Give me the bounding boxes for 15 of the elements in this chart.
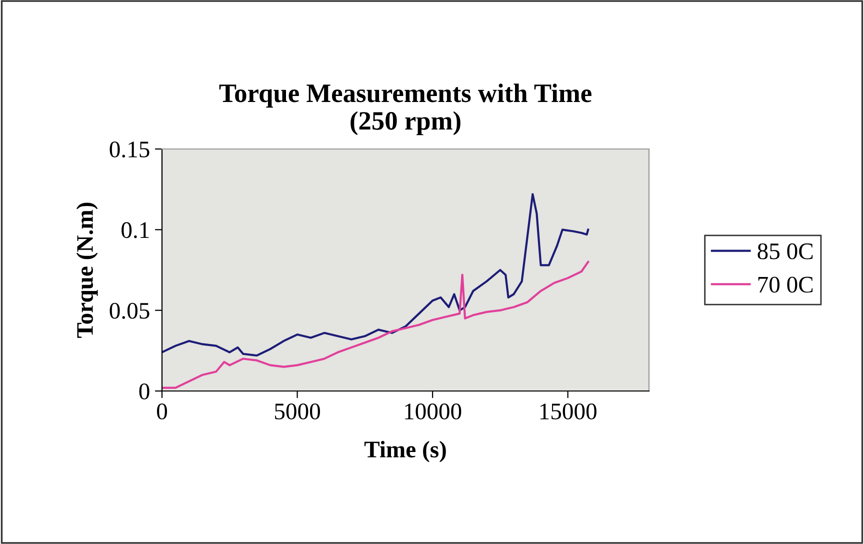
legend-label: 85 0C [758, 243, 813, 260]
x-tick-label: 0 [156, 403, 168, 420]
line-series [162, 193, 590, 357]
x-tick-label: 15000 [540, 403, 596, 420]
y-tick-label: 0 [139, 383, 150, 400]
y-tick-label: 0.1 [122, 222, 149, 238]
legend-label: 70 0C [758, 276, 813, 293]
y-axis-title: Torque (N.m) [76, 202, 98, 338]
line-series [162, 260, 590, 389]
chart-title: Torque Measurements with Time (250 rpm) [219, 84, 592, 136]
x-axis-title: Time (s) [364, 440, 446, 462]
x-tick-label: 10000 [405, 403, 462, 420]
y-tick-label: 0.05 [110, 302, 150, 319]
y-tick-label: 0.15 [110, 141, 150, 158]
x-tick-label: 5000 [275, 403, 320, 420]
